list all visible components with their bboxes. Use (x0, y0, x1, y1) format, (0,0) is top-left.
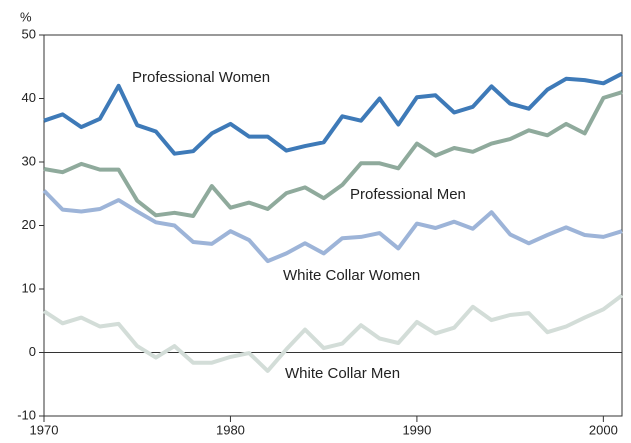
y-tick-label: 10 (22, 280, 36, 295)
x-tick-label: 1970 (30, 422, 59, 437)
y-axis-label: % (20, 9, 32, 24)
y-tick-label: 30 (22, 153, 36, 168)
y-tick-label: 20 (22, 217, 36, 232)
y-tick-label: 40 (22, 90, 36, 105)
series-label: Professional Men (350, 186, 466, 203)
x-tick-label: 2000 (589, 422, 618, 437)
y-tick-label: 50 (22, 26, 36, 41)
y-tick-label: 0 (29, 344, 36, 359)
series-line (42, 189, 623, 264)
series-line (42, 293, 624, 373)
series-line (43, 90, 623, 218)
y-tick-label: -10 (17, 407, 36, 422)
plot-frame (43, 34, 623, 417)
x-tick-label: 1980 (216, 422, 245, 437)
x-tick-label: 1990 (402, 422, 431, 437)
series-label: Professional Women (132, 69, 270, 86)
series-label: White Collar Women (283, 267, 420, 284)
series-label: White Collar Men (285, 365, 400, 382)
series-line (43, 71, 623, 156)
